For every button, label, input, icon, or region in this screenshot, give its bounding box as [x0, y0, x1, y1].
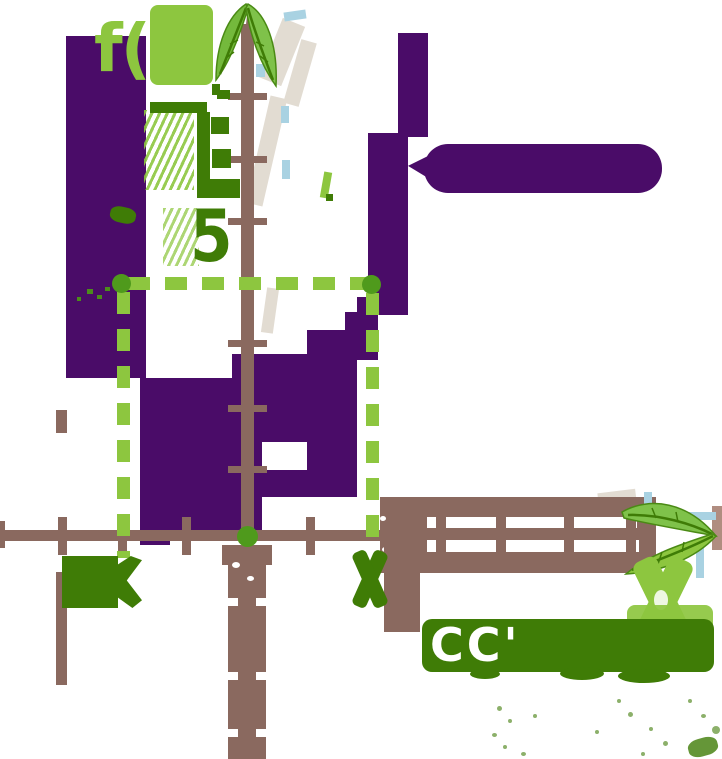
purple-marker-top-bar — [398, 33, 428, 137]
y-axis-tick — [228, 466, 267, 473]
green-flick-dot — [326, 194, 333, 201]
brown-block-below-axis — [384, 540, 420, 632]
brown-faded-stroke — [712, 506, 722, 550]
y-axis-arrow-icon — [215, 2, 277, 89]
purple-marker-left-band — [66, 36, 146, 378]
band-notch — [228, 672, 238, 680]
y-axis-tick — [228, 218, 267, 225]
band-ragged-edge — [560, 667, 604, 680]
blue-stroke — [684, 512, 716, 520]
y-axis-tick — [228, 340, 267, 347]
y-value-label: 5 — [190, 194, 233, 278]
green-corner-scribble — [686, 734, 720, 759]
purple-redaction-bar — [424, 144, 662, 193]
x-axis-tick — [0, 521, 5, 548]
band-ragged-edge — [618, 669, 670, 683]
green-speck — [77, 297, 81, 301]
band-notch — [256, 729, 266, 737]
x-axis-band-tick — [626, 503, 636, 567]
brown-blob — [56, 410, 67, 433]
purple-redaction-tail — [408, 156, 428, 178]
y-axis-tick — [228, 156, 267, 163]
band-notch — [228, 729, 238, 737]
function-label: f( — [94, 10, 151, 87]
band-notch — [256, 598, 266, 606]
y-axis-lower-band — [228, 545, 266, 759]
green-scribble-bar — [197, 112, 210, 182]
green-scribble-hatch — [144, 110, 194, 190]
paper-speck — [380, 516, 386, 521]
dashed-vertical-line-left — [117, 292, 130, 558]
covered-text-letters: CC' — [430, 618, 521, 672]
beige-stroke — [260, 287, 280, 334]
point-pos-x — [362, 275, 381, 294]
purple-marker-center-block — [140, 378, 307, 442]
y-axis-tick — [228, 93, 267, 100]
x-axis-tick — [182, 517, 191, 555]
green-speck — [105, 287, 110, 291]
x-axis-thick-band — [380, 497, 656, 573]
x-axis-band-tick — [564, 503, 574, 567]
x-axis-band-tick — [436, 503, 446, 567]
x-label-inner — [348, 548, 392, 610]
x-axis — [0, 530, 398, 541]
band-notch — [256, 672, 266, 680]
function-label-cover-blob — [150, 5, 213, 85]
brown-stroke-below-axis — [56, 572, 67, 685]
dashed-horizontal-line — [128, 277, 374, 290]
green-speck — [87, 289, 93, 294]
green-scribble-blob — [211, 117, 229, 134]
green-speck — [97, 295, 102, 299]
blue-stroke — [282, 160, 290, 179]
blue-stroke — [256, 64, 265, 77]
point-origin — [237, 526, 258, 547]
x-axis-tick — [58, 517, 67, 555]
x-axis-band-gap — [427, 517, 637, 528]
green-scribble-square — [212, 149, 231, 168]
x-axis-tick — [306, 517, 315, 555]
blue-stroke — [696, 540, 704, 578]
blue-stroke — [281, 106, 289, 123]
green-scribble-bar — [197, 179, 240, 198]
green-scribble-blob — [212, 84, 220, 95]
paper-speck — [232, 562, 240, 568]
x-axis-band-gap — [427, 540, 639, 552]
dashed-vertical-line-right — [366, 293, 379, 539]
y-axis-tick — [228, 405, 267, 412]
paper-speck — [247, 576, 254, 581]
point-neg-x — [112, 274, 131, 293]
neg-x-label-covered — [62, 556, 142, 608]
band-ragged-edge — [470, 669, 500, 679]
band-notch — [228, 598, 238, 606]
green-scribble-bar — [150, 102, 207, 113]
covered-text-band — [422, 619, 714, 672]
green-scribble-hatch — [163, 208, 199, 266]
green-scribble-blob — [217, 90, 230, 99]
x-axis-band-tick — [496, 503, 506, 567]
